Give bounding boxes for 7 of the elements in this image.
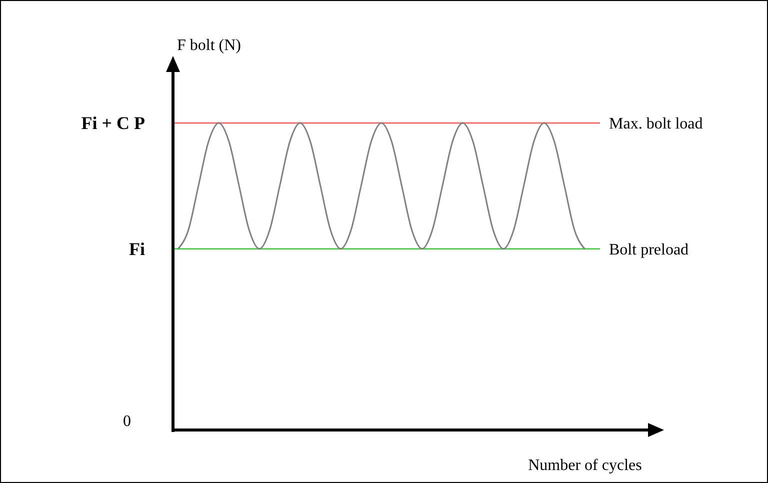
text: Fi (129, 238, 145, 259)
ref-line-label: Bolt preload (609, 242, 689, 259)
text: 0 (123, 413, 131, 430)
ref-line-label: Max. bolt load (609, 116, 703, 133)
text: Fi + C P (81, 112, 145, 133)
y-axis-title: F bolt (N) (177, 37, 241, 54)
x-axis-title: Number of cycles (528, 457, 642, 474)
